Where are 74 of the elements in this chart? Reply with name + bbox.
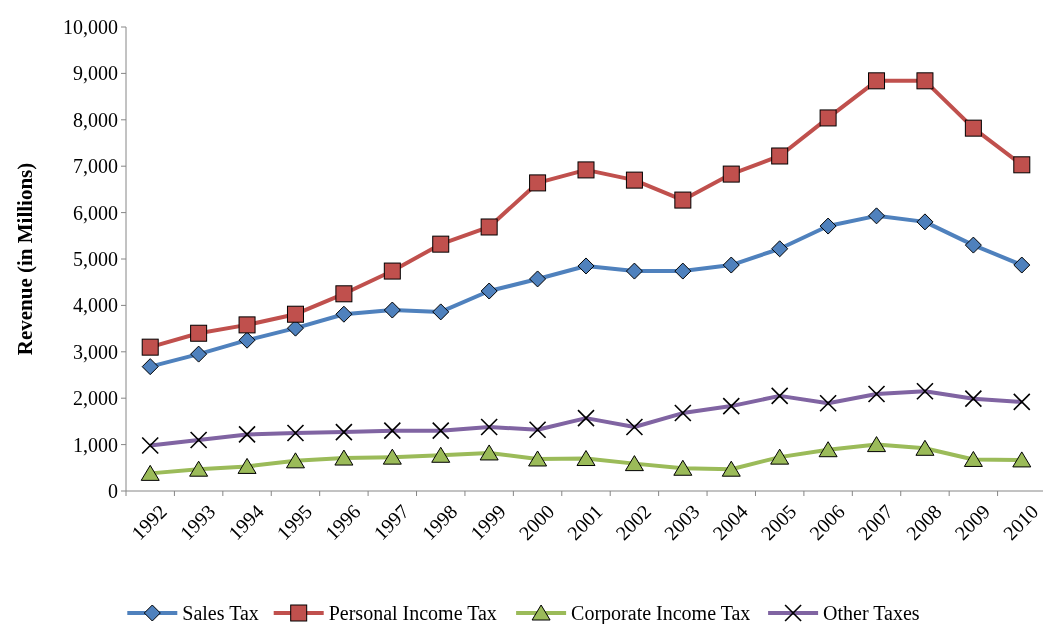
point (819, 217, 837, 235)
point (916, 213, 934, 231)
point (625, 262, 643, 280)
point (964, 236, 982, 254)
point (771, 240, 789, 258)
point (335, 285, 353, 303)
y-tick-label: 8,000 (73, 108, 118, 131)
point (479, 444, 499, 461)
y-tick-label: 6,000 (73, 201, 118, 224)
point (431, 446, 451, 463)
point (674, 262, 692, 280)
point (916, 72, 934, 90)
y-tick-label: 1,000 (73, 433, 118, 456)
point (140, 464, 160, 481)
point (237, 457, 257, 474)
point (190, 345, 208, 363)
legend-label: Corporate Income Tax (571, 602, 751, 625)
point (868, 72, 886, 90)
y-tick-label: 7,000 (73, 155, 118, 178)
point (624, 455, 644, 472)
point (190, 324, 208, 342)
point (722, 256, 740, 274)
point (963, 450, 983, 467)
y-tick-label: 10,000 (63, 16, 118, 38)
point (673, 459, 693, 476)
point (382, 448, 402, 465)
y-tick-label: 5,000 (73, 248, 118, 270)
point (141, 358, 159, 376)
point (528, 450, 548, 467)
point (432, 303, 450, 321)
y-tick-label: 2,000 (73, 387, 118, 410)
y-tick-label: 9,000 (73, 62, 118, 85)
point (964, 119, 982, 137)
point (1013, 156, 1031, 174)
legend-label: Sales Tax (182, 602, 259, 624)
point (335, 305, 353, 323)
point (1013, 256, 1031, 274)
point (722, 165, 740, 183)
point (818, 441, 838, 458)
point (674, 191, 692, 209)
legend-label: Other Taxes (823, 602, 920, 624)
point (480, 218, 498, 236)
point (529, 270, 547, 288)
y-tick-label: 4,000 (73, 294, 118, 317)
point (238, 331, 256, 349)
point (577, 257, 595, 275)
point (529, 174, 547, 192)
y-tick-label: 0 (108, 480, 118, 502)
point (721, 460, 741, 477)
point (383, 262, 401, 280)
point (577, 161, 595, 179)
point (576, 450, 596, 467)
legend-label: Personal Income Tax (328, 602, 497, 624)
point (286, 305, 304, 323)
point (432, 235, 450, 253)
point (383, 301, 401, 319)
point (819, 109, 837, 127)
point (867, 436, 887, 453)
point (915, 439, 935, 456)
point (285, 452, 305, 469)
point (770, 448, 790, 465)
point (141, 338, 159, 356)
y-axis-title: Revenue (in Millions) (13, 162, 37, 356)
point (238, 316, 256, 334)
point (868, 207, 886, 225)
point (1012, 451, 1032, 468)
x-tick-label: 1999 (466, 500, 510, 545)
point (334, 449, 354, 466)
y-tick-label: 3,000 (73, 340, 118, 363)
point (625, 171, 643, 189)
x-tick-label: 1992 (127, 500, 171, 545)
point (189, 460, 209, 477)
point (480, 282, 498, 300)
point (771, 147, 789, 165)
